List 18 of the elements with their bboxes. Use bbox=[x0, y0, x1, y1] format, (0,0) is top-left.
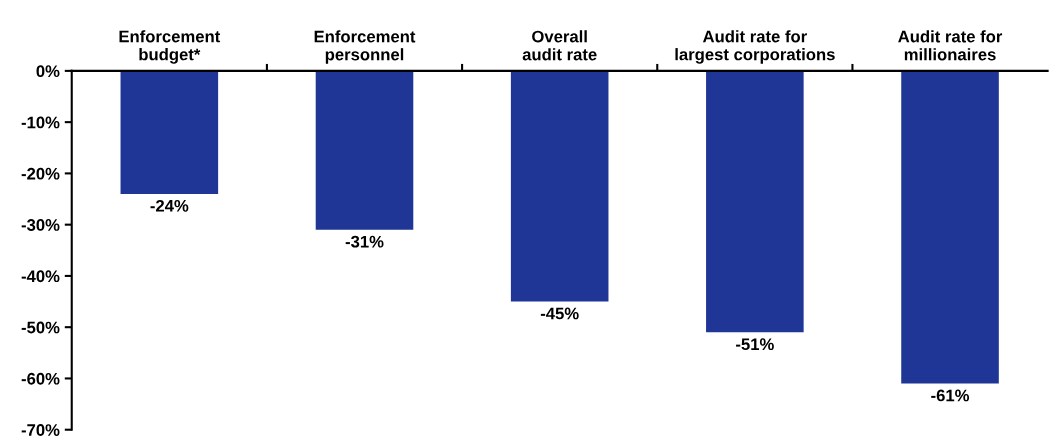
data-label: -31% bbox=[345, 235, 384, 248]
y-tick-label: -20% bbox=[21, 167, 60, 180]
y-tick-label: 0% bbox=[36, 65, 60, 78]
y-tick-label: -60% bbox=[21, 372, 60, 385]
data-label: -45% bbox=[540, 307, 579, 320]
x-tick-label: Audit rate for millionaires bbox=[898, 30, 1003, 61]
x-tick-label: Overall audit rate bbox=[522, 30, 597, 61]
y-tick-label: -70% bbox=[21, 424, 60, 436]
data-label: -24% bbox=[150, 199, 189, 212]
y-tick-label: -50% bbox=[21, 321, 60, 334]
x-tick-label: Audit rate for largest corporations bbox=[675, 30, 835, 64]
y-tick-label: -10% bbox=[21, 116, 60, 129]
x-tick-label: Enforcement budget* bbox=[119, 30, 221, 64]
data-label: -51% bbox=[736, 338, 774, 351]
x-tick-label: Enforcement personnel bbox=[314, 30, 416, 64]
y-tick-label: -30% bbox=[21, 219, 60, 231]
data-label: -61% bbox=[931, 389, 970, 402]
y-tick-label: -40% bbox=[21, 270, 60, 283]
